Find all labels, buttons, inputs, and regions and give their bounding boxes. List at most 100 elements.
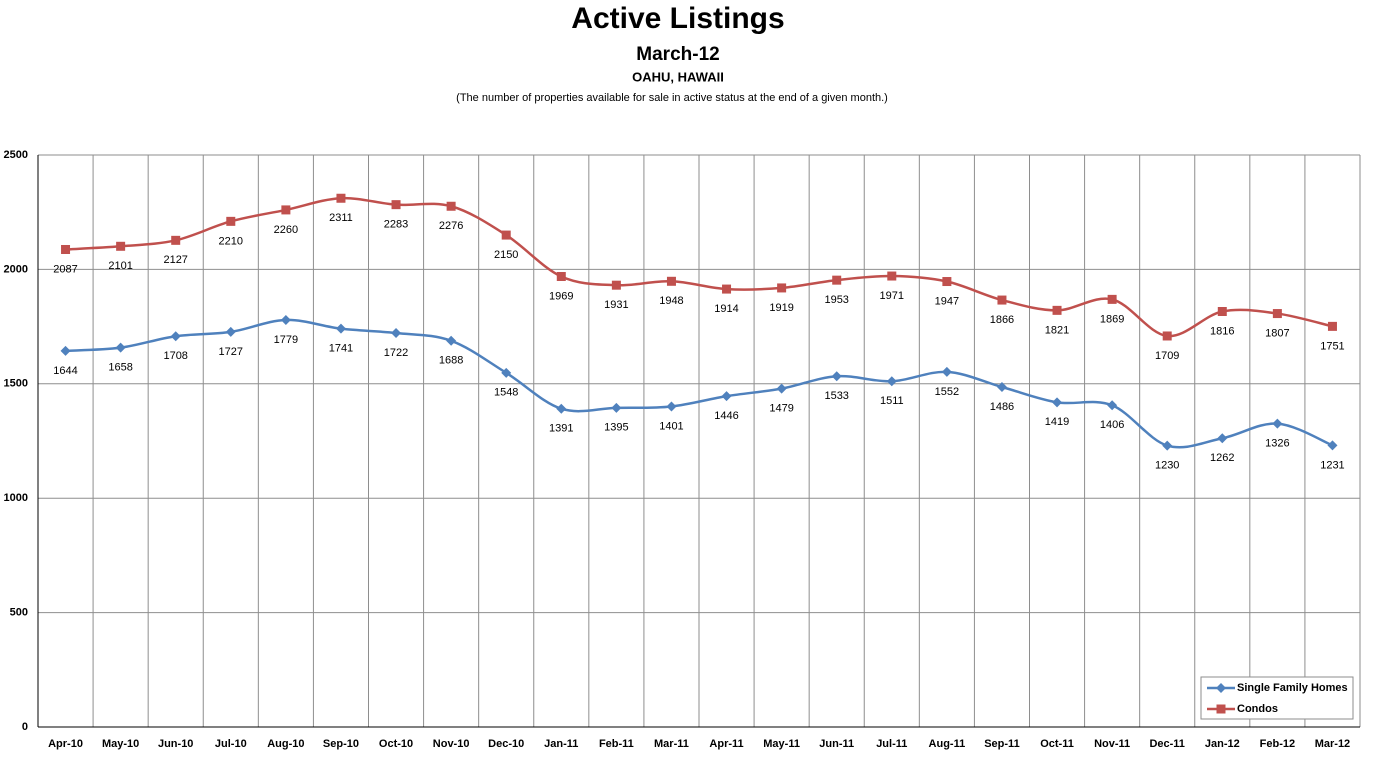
x-tick-label: Jan-12 xyxy=(1205,738,1240,750)
x-tick-label: Oct-10 xyxy=(379,738,413,750)
data-label: 2127 xyxy=(163,254,187,266)
marker xyxy=(115,342,126,353)
marker xyxy=(721,391,732,402)
x-tick-label: Feb-12 xyxy=(1260,738,1295,750)
marker xyxy=(556,271,566,281)
data-label: 2283 xyxy=(384,219,408,231)
marker xyxy=(225,326,236,337)
data-label: 1953 xyxy=(824,294,848,306)
data-label: 1816 xyxy=(1210,325,1234,337)
marker xyxy=(226,216,236,226)
marker xyxy=(996,382,1007,393)
data-label: 1419 xyxy=(1045,416,1069,428)
marker xyxy=(1327,440,1338,451)
data-label: 2101 xyxy=(108,260,132,272)
data-label: 1326 xyxy=(1265,438,1289,450)
x-tick-label: Jun-10 xyxy=(158,738,193,750)
marker xyxy=(1216,683,1226,693)
legend-box xyxy=(1200,676,1354,720)
data-label: 1395 xyxy=(604,422,628,434)
marker xyxy=(446,201,456,211)
data-label: 2210 xyxy=(219,235,243,247)
data-label: 1821 xyxy=(1045,324,1069,336)
data-label: 1807 xyxy=(1265,327,1289,339)
marker xyxy=(1327,321,1337,331)
x-tick-label: Dec-10 xyxy=(488,738,524,750)
marker xyxy=(887,271,897,281)
marker xyxy=(1162,331,1172,341)
x-tick-label: Mar-11 xyxy=(654,738,689,750)
legend-label: Single Family Homes xyxy=(1237,682,1348,694)
data-label: 1969 xyxy=(549,290,573,302)
x-tick-label: Feb-11 xyxy=(599,738,634,750)
marker xyxy=(997,295,1007,305)
data-label: 1511 xyxy=(880,395,904,407)
marker xyxy=(556,403,567,414)
x-tick-label: Nov-11 xyxy=(1094,738,1130,750)
y-tick-label: 1000 xyxy=(4,492,28,504)
marker xyxy=(1052,305,1062,315)
marker xyxy=(886,376,897,387)
marker xyxy=(171,235,181,245)
y-tick-label: 2000 xyxy=(4,263,28,275)
marker xyxy=(942,277,952,287)
marker xyxy=(280,314,291,325)
marker xyxy=(611,402,622,413)
data-label: 1914 xyxy=(714,303,738,315)
data-label: 1919 xyxy=(769,302,793,314)
x-tick-label: Jan-11 xyxy=(544,738,578,750)
marker xyxy=(941,366,952,377)
x-tick-label: Jul-11 xyxy=(876,738,907,750)
data-label: 1644 xyxy=(53,365,77,377)
marker xyxy=(61,244,71,254)
x-tick-label: Aug-10 xyxy=(267,738,304,750)
data-label: 1727 xyxy=(219,346,243,358)
marker xyxy=(1162,440,1173,451)
marker xyxy=(1272,309,1282,319)
marker xyxy=(1107,400,1118,411)
data-label: 1709 xyxy=(1155,350,1179,362)
data-label: 1658 xyxy=(108,362,132,374)
data-label: 2260 xyxy=(274,224,298,236)
marker xyxy=(776,383,787,394)
data-label: 1741 xyxy=(329,343,353,355)
marker xyxy=(391,200,401,210)
x-tick-label: Mar-12 xyxy=(1315,738,1350,750)
marker xyxy=(116,241,126,251)
data-label: 1486 xyxy=(990,401,1014,413)
data-label: 2087 xyxy=(53,263,77,275)
data-label: 1446 xyxy=(714,410,738,422)
data-label: 1869 xyxy=(1100,313,1124,325)
marker xyxy=(446,335,457,346)
marker xyxy=(832,275,842,285)
marker xyxy=(170,331,181,342)
y-tick-label: 0 xyxy=(22,721,28,733)
data-label: 1391 xyxy=(549,423,573,435)
data-label: 2276 xyxy=(439,220,463,232)
x-tick-label: Sep-10 xyxy=(323,738,359,750)
x-tick-label: Nov-10 xyxy=(433,738,470,750)
x-tick-label: May-11 xyxy=(763,738,800,750)
data-label: 2311 xyxy=(329,212,353,224)
marker xyxy=(1052,397,1063,408)
marker xyxy=(722,284,732,294)
data-label: 1866 xyxy=(990,314,1014,326)
marker xyxy=(336,193,346,203)
marker xyxy=(501,230,511,240)
data-label: 1230 xyxy=(1155,459,1179,471)
marker xyxy=(1272,418,1283,429)
data-label: 1751 xyxy=(1320,340,1344,352)
x-tick-label: Oct-11 xyxy=(1040,738,1074,750)
data-label: 1479 xyxy=(769,403,793,415)
x-tick-label: Jul-10 xyxy=(215,738,247,750)
marker xyxy=(666,401,677,412)
data-label: 1552 xyxy=(935,386,959,398)
data-label: 1401 xyxy=(659,420,683,432)
marker xyxy=(391,328,402,339)
data-label: 1722 xyxy=(384,347,408,359)
data-label: 1231 xyxy=(1320,459,1344,471)
marker xyxy=(1107,294,1117,304)
data-label: 2150 xyxy=(494,249,518,261)
